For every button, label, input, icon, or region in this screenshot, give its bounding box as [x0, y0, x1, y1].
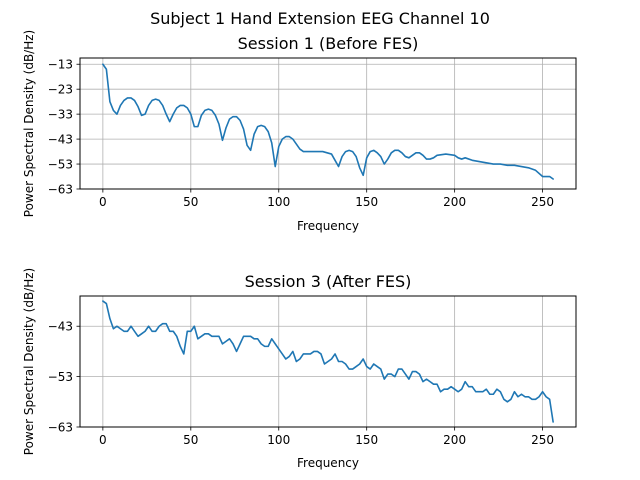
plot-2-frame: [79, 295, 577, 428]
plot-2-y-tick-label: −63: [48, 421, 73, 435]
plot-1-x-tick-label: 50: [183, 195, 198, 209]
plot-1-y-tick-label: −33: [48, 108, 73, 122]
plot-1-x-tick-label: 250: [531, 195, 554, 209]
plot-1-y-tick-label: −43: [48, 133, 73, 147]
plot-1-y-axis-label: Power Spectral Density (dB/Hz): [22, 30, 36, 217]
plot-2-x-axis-label: Frequency: [297, 456, 359, 470]
plot-1-x-tick-label: 150: [355, 195, 378, 209]
plot-1-x-ticks: 0 50 100 150 200 250: [99, 189, 554, 209]
plot-2-y-axis-label: Power Spectral Density (dB/Hz): [22, 268, 36, 455]
plot-1-x-tick-label: 100: [267, 195, 290, 209]
plot-1-y-tick-label: −23: [48, 83, 73, 97]
plot-2-x-tick-label: 50: [183, 433, 198, 447]
plot-1-x-tick-label: 0: [99, 195, 107, 209]
plot-1-series-line-1: [102, 63, 554, 180]
plot-2-title: Session 3 (After FES): [245, 272, 412, 291]
plot-1-y-tick-label: −63: [48, 183, 73, 197]
plot-1-x-tick-label: 200: [443, 195, 466, 209]
plot-2-series-layer: [102, 300, 554, 423]
plot-2-x-tick-label: 150: [355, 433, 378, 447]
plot-2-x-tick-label: 200: [443, 433, 466, 447]
plot-2-series-line-1: [102, 300, 554, 423]
plot-2-x-tick-label: 100: [267, 433, 290, 447]
plot-1-y-ticks: −63 −53 −43 −33 −23 −13: [48, 58, 80, 197]
plot-1-series-layer: [102, 63, 554, 180]
plot-2-y-tick-label: −53: [48, 370, 73, 384]
plot-2-x-tick-label: 250: [531, 433, 554, 447]
plot-2-y-ticks: −63 −53 −43: [48, 320, 80, 435]
plot-1-x-axis-label: Frequency: [297, 219, 359, 233]
plot-2-x-tick-label: 0: [99, 433, 107, 447]
plot-1-frame: [79, 57, 577, 190]
plot-session-1: 0 50 100 150 200 250 −63 −53 −43 −33 −23 −13 Sessi…: [22, 30, 577, 233]
plot-1-y-tick-label: −53: [48, 158, 73, 172]
plot-session-3: 0 50 100 150 200 250 −63 −53 −43 Session 3 (Aft…: [22, 268, 577, 470]
plot-2-x-ticks: 0 50 100 150 200 250: [99, 427, 554, 447]
plot-1-y-tick-label: −13: [48, 58, 73, 72]
figure-suptitle: Subject 1 Hand Extension EEG Channel 10: [150, 9, 490, 28]
plot-2-y-tick-label: −43: [48, 320, 73, 334]
plot-1-title: Session 1 (Before FES): [238, 34, 419, 53]
